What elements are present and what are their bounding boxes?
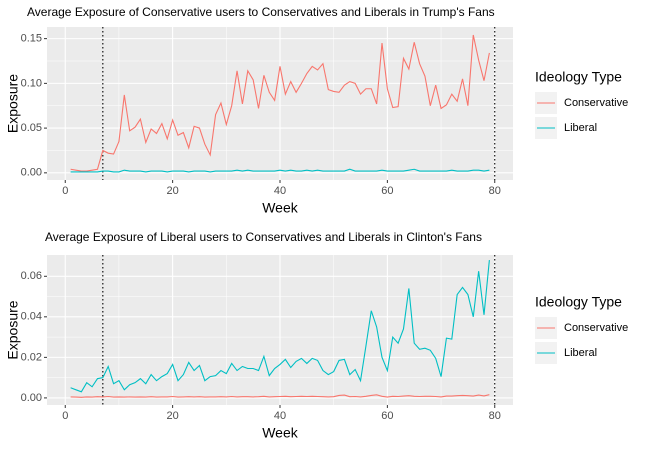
legend-label: Liberal bbox=[564, 122, 597, 134]
y-axis-label: Exposure bbox=[5, 74, 21, 133]
legend-label: Conservative bbox=[564, 97, 628, 109]
legend-title: Ideology Type bbox=[535, 294, 622, 310]
y-axis-label: Exposure bbox=[5, 300, 21, 359]
chart-title: Average Exposure of Liberal users to Con… bbox=[45, 230, 482, 244]
x-tick-label: 20 bbox=[167, 185, 179, 197]
series-line bbox=[70, 34, 490, 172]
legend-label: Liberal bbox=[564, 347, 597, 359]
series-line bbox=[70, 168, 490, 173]
series-line bbox=[70, 394, 490, 398]
x-tick-label: 80 bbox=[489, 185, 501, 197]
y-tick-label: 0.00 bbox=[21, 167, 42, 179]
y-tick-label: 0.06 bbox=[21, 270, 42, 282]
x-tick-label: 60 bbox=[381, 410, 393, 422]
x-axis-label: Week bbox=[262, 200, 299, 216]
x-axis-label: Week bbox=[262, 425, 299, 441]
y-tick-label: 0.02 bbox=[21, 351, 42, 363]
y-tick-label: 0.05 bbox=[21, 122, 42, 134]
y-tick-label: 0.00 bbox=[21, 392, 42, 404]
y-tick-label: 0.10 bbox=[21, 77, 42, 89]
x-tick-label: 80 bbox=[489, 410, 501, 422]
x-tick-label: 0 bbox=[62, 410, 68, 422]
x-tick-label: 60 bbox=[381, 185, 393, 197]
x-tick-label: 20 bbox=[167, 410, 179, 422]
legend-label: Conservative bbox=[564, 322, 628, 334]
chart-title: Average Exposure of Conservative users t… bbox=[27, 5, 495, 19]
x-tick-label: 0 bbox=[62, 185, 68, 197]
series-line bbox=[70, 260, 490, 393]
x-tick-label: 40 bbox=[274, 410, 286, 422]
x-tick-label: 40 bbox=[274, 185, 286, 197]
y-tick-label: 0.15 bbox=[21, 33, 42, 45]
y-tick-label: 0.04 bbox=[21, 311, 42, 323]
legend-title: Ideology Type bbox=[535, 69, 622, 85]
